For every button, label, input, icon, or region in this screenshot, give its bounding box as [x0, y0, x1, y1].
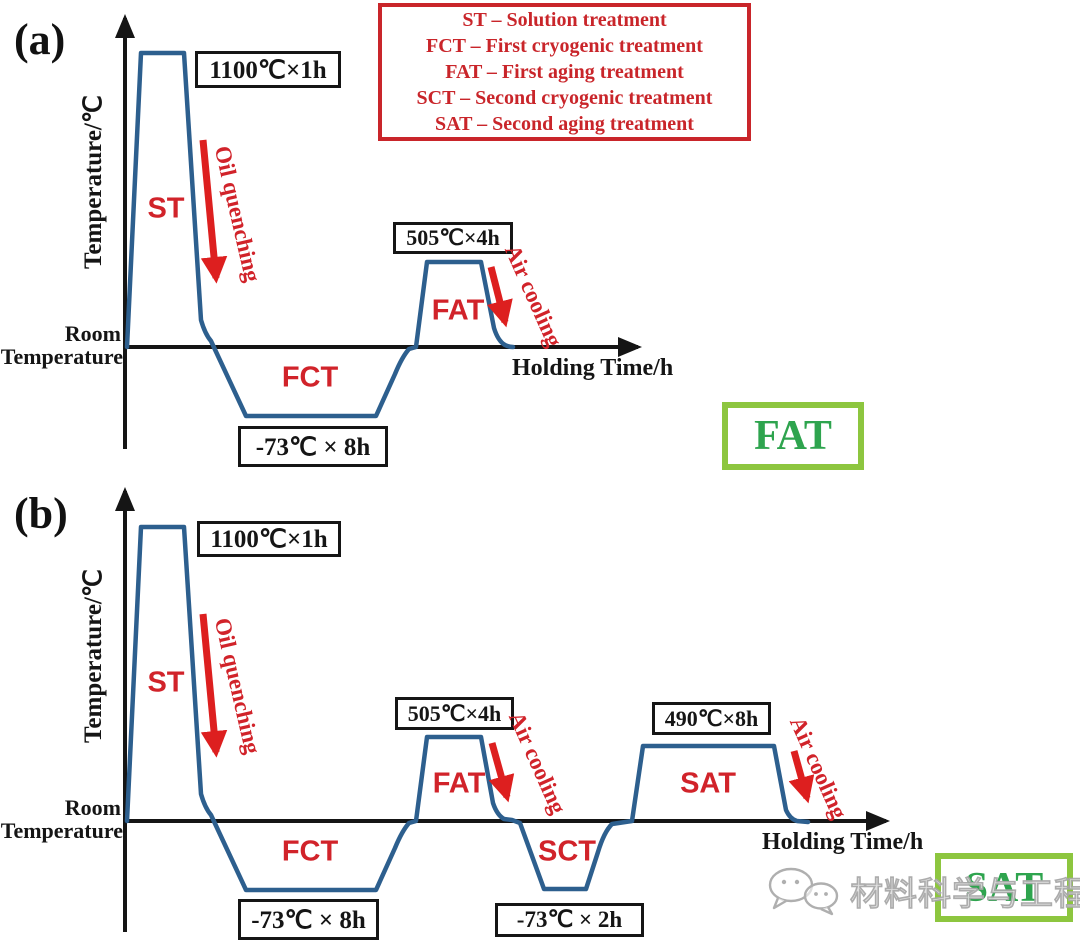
panel-a-room-temperature-label: Room Temperature [0, 322, 123, 368]
panel-b-fct-stage-label: FCT [281, 835, 339, 868]
panel-a-fct-condition-box: -73℃ × 8h [238, 426, 388, 467]
wechat-icon [768, 867, 839, 916]
panel-b-y-axis-label: Temperature/℃ [80, 569, 107, 743]
panel-a-temperature-curve [124, 50, 516, 419]
panel-b-x-axis-label: Holding Time/h [762, 829, 924, 855]
panel-b-oil-quenching-arrow [199, 613, 228, 758]
panel-b-st-condition-box: 1100℃×1h [197, 521, 341, 557]
legend-item-fat: FAT – First aging treatment [445, 61, 684, 83]
legend-item-fct: FCT – First cryogenic treatment [426, 35, 703, 57]
panel-a-label: (a) [14, 15, 66, 64]
watermark-text: 材料科学与工程 [849, 874, 1080, 913]
panel-b-sat-condition-box: 490℃×8h [652, 702, 771, 735]
panel-a-st-condition-box: 1100℃×1h [195, 51, 341, 88]
panel-b-temperature-curve [124, 524, 811, 893]
panel-b-sct-stage-label: SCT [538, 835, 596, 868]
legend-item-sct: SCT – Second cryogenic treatment [416, 87, 713, 109]
watermark: 材料科学与工程 [764, 866, 1080, 916]
panel-b-air-cooling-arrow-2 [788, 750, 815, 804]
panel-b-st-stage-label: ST [147, 666, 185, 699]
legend-item-st: ST – Solution treatment [462, 9, 667, 31]
panel-a-air-cooling-arrow [486, 266, 513, 328]
room-line-2: Temperature [0, 818, 123, 843]
panel-b-label: (b) [14, 489, 68, 538]
panel-b-result-badge-sat: SAT [935, 853, 1073, 922]
panel-a-oil-quenching-arrow [199, 139, 228, 284]
panel-b-room-temperature-label: Room Temperature [0, 796, 123, 842]
panel-a-y-axis-label: Temperature/℃ [80, 95, 107, 269]
legend-item-sat: SAT – Second aging treatment [435, 113, 694, 135]
room-line-2: Temperature [0, 344, 123, 369]
legend-box: ST – Solution treatment FCT – First cryo… [378, 3, 751, 141]
panel-a-fat-condition-box: 505℃×4h [393, 222, 513, 254]
panel-a-fct-stage-label: FCT [281, 361, 339, 394]
panel-b-fct-condition-box: -73℃ × 8h [238, 899, 379, 940]
panel-b-fat-stage-label: FAT [432, 767, 486, 800]
panel-a-x-axis-label: Holding Time/h [512, 355, 674, 381]
panel-b-air-cooling-arrow-1 [488, 742, 515, 803]
panel-a-st-stage-label: ST [147, 192, 185, 225]
room-line-1: Room [64, 795, 121, 820]
panel-b-sct-condition-box: -73℃ × 2h [495, 903, 644, 937]
panel-a-fat-stage-label: FAT [431, 294, 485, 327]
panel-b-sat-stage-label: SAT [680, 767, 736, 800]
panel-a-result-badge-fat: FAT [722, 402, 864, 470]
room-line-1: Room [64, 321, 121, 346]
panel-b-fat-condition-box: 505℃×4h [395, 697, 514, 730]
